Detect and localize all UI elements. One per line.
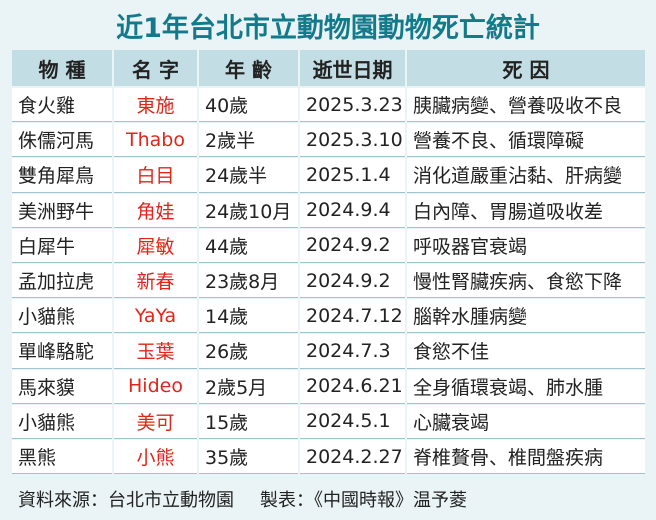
table-cell: 2024.9.4 [300, 193, 405, 228]
table-cell: 食火雞 [12, 88, 112, 123]
table-cell: 東施 [114, 88, 197, 123]
table-cell: 小熊 [114, 440, 197, 475]
table-cell: YaYa [114, 299, 197, 334]
column-header: 逝世日期 [300, 50, 405, 86]
table-cell: 美可 [114, 404, 197, 439]
table-cell: 2024.7.3 [300, 334, 405, 369]
table-cell: 15歲 [199, 404, 298, 439]
column-header: 年 齡 [199, 50, 298, 86]
table-cell: 玉葉 [114, 334, 197, 369]
table-cell: 24歲半 [199, 158, 298, 193]
table-cell: 2025.1.4 [300, 158, 405, 193]
table-cell: 角娃 [114, 193, 197, 228]
table-cell: 胰臟病變、營養吸收不良 [407, 88, 645, 123]
table-cell: Thabo [114, 123, 197, 158]
table-cell: 2歲5月 [199, 369, 298, 404]
table-cell: Hideo [114, 369, 197, 404]
table-cell: 2024.2.27 [300, 440, 405, 475]
table-cell: 白犀牛 [12, 228, 112, 263]
table-cell: 消化道嚴重沾黏、肝病變 [407, 158, 645, 193]
table-cell: 40歲 [199, 88, 298, 123]
table-cell: 單峰駱駝 [12, 334, 112, 369]
table-cell: 23歲8月 [199, 264, 298, 299]
table-cell: 14歲 [199, 299, 298, 334]
table-cell: 2024.9.2 [300, 264, 405, 299]
table-cell: 2024.7.12 [300, 299, 405, 334]
table-cell: 小貓熊 [12, 404, 112, 439]
source: 資料來源：台北市立動物園 [18, 490, 234, 511]
table-cell: 犀敏 [114, 228, 197, 263]
table-cell: 2024.5.1 [300, 404, 405, 439]
footer: 資料來源：台北市立動物園 製表：《中國時報》温予菱 [18, 486, 493, 512]
table-cell: 2024.9.2 [300, 228, 405, 263]
table-cell: 慢性腎臟疾病、食慾下降 [407, 264, 645, 299]
table-cell: 白目 [114, 158, 197, 193]
table-cell: 孟加拉虎 [12, 264, 112, 299]
table-cell: 全身循環衰竭、肺水腫 [407, 369, 645, 404]
table-cell: 2024.6.21 [300, 369, 405, 404]
column-header: 死 因 [407, 50, 645, 86]
column-header: 物 種 [12, 50, 112, 86]
table-cell: 44歲 [199, 228, 298, 263]
column-header: 名 字 [114, 50, 197, 86]
table-cell: 食慾不佳 [407, 334, 645, 369]
table-cell: 26歲 [199, 334, 298, 369]
table-cell: 馬來貘 [12, 369, 112, 404]
table-cell: 24歲10月 [199, 193, 298, 228]
table-cell: 營養不良、循環障礙 [407, 123, 645, 158]
table-cell: 2025.3.23 [300, 88, 405, 123]
table-cell: 雙角犀鳥 [12, 158, 112, 193]
maker: 製表：《中國時報》温予菱 [260, 490, 467, 511]
table-cell: 腦幹水腫病變 [407, 299, 645, 334]
table-cell: 白內障、胃腸道吸收差 [407, 193, 645, 228]
table-cell: 2歲半 [199, 123, 298, 158]
table-cell: 新春 [114, 264, 197, 299]
table-cell: 35歲 [199, 440, 298, 475]
table-cell: 黑熊 [12, 440, 112, 475]
table-cell: 小貓熊 [12, 299, 112, 334]
table-cell: 2025.3.10 [300, 123, 405, 158]
title: 近1年台北市立動物園動物死亡統計 [116, 13, 540, 44]
table-cell: 美洲野牛 [12, 193, 112, 228]
table-cell: 脊椎贅骨、椎間盤疾病 [407, 440, 645, 475]
table-cell: 侏儒河馬 [12, 123, 112, 158]
table-cell: 呼吸器官衰竭 [407, 228, 645, 263]
table-cell: 心臟衰竭 [407, 404, 645, 439]
